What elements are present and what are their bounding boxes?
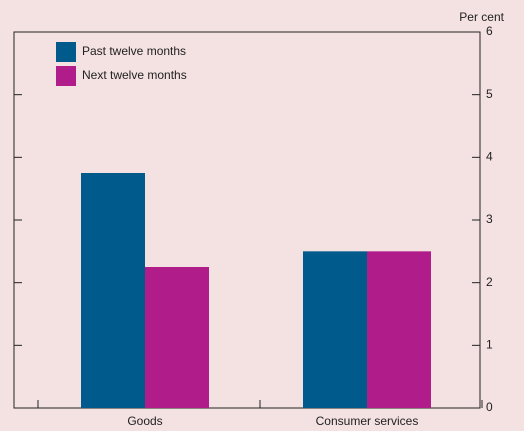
bar (81, 173, 145, 408)
y-tick-label: 5 (486, 87, 493, 101)
x-tick-label: Goods (127, 414, 162, 428)
y-tick-label: 4 (486, 150, 493, 164)
legend-swatch (56, 66, 76, 86)
legend-label: Past twelve months (82, 44, 186, 58)
y-unit-label: Per cent (459, 10, 504, 24)
y-tick-label: 3 (486, 212, 493, 226)
bar (303, 251, 367, 408)
bar (145, 267, 209, 408)
y-tick-label: 6 (486, 24, 493, 38)
x-tick-label: Consumer services (316, 414, 419, 428)
legend-swatch (56, 42, 76, 62)
bar (367, 251, 431, 408)
y-tick-label: 2 (486, 275, 493, 289)
y-tick-label: 1 (486, 338, 493, 352)
y-tick-label: 0 (486, 400, 493, 414)
legend-label: Next twelve months (82, 68, 187, 82)
